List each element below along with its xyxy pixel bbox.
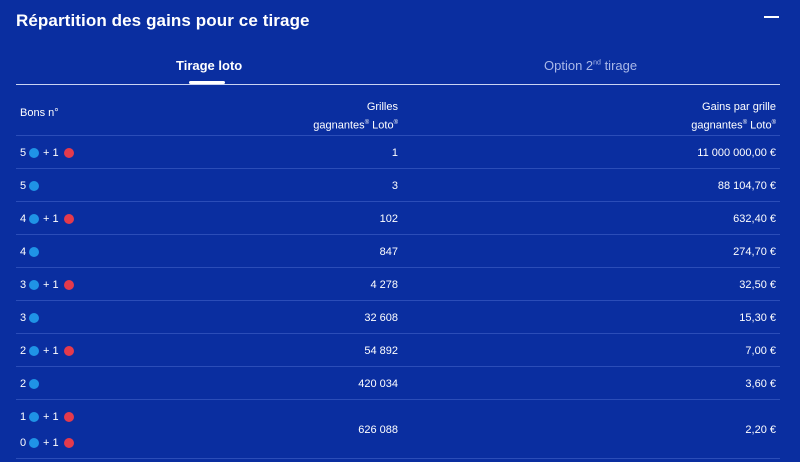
plus-label: + 1 xyxy=(43,147,59,159)
red-ball-icon xyxy=(63,214,74,224)
numbers-count: 5 xyxy=(20,180,27,192)
column-header-gains-line2: gagnantes® Loto® xyxy=(691,115,776,134)
numbers-count: 0 xyxy=(20,437,27,449)
table-row: 2 + 1 54 892 7,00 € xyxy=(16,334,780,367)
gain-per-grid: 32,50 € xyxy=(739,279,776,291)
gain-per-grid: 88 104,70 € xyxy=(717,180,776,192)
winning-combination: 5 xyxy=(20,180,39,192)
blue-ball-icon xyxy=(29,280,39,290)
blue-ball-icon xyxy=(29,148,39,158)
red-ball-icon xyxy=(63,148,74,158)
red-ball-icon xyxy=(63,346,74,356)
numbers-count: 1 xyxy=(20,411,27,423)
tab-option-second-tirage[interactable]: Option 2nd tirage xyxy=(544,58,637,73)
active-tab-indicator xyxy=(189,81,225,84)
numbers-count: 2 xyxy=(20,345,27,357)
blue-ball-icon xyxy=(29,438,39,448)
winning-combination: 3 + 1 xyxy=(20,279,74,291)
table-row: 5 + 1 1 11 000 000,00 € xyxy=(16,136,780,169)
tab-bar: Tirage loto Option 2nd tirage xyxy=(16,50,780,85)
tab-option-superscript: nd xyxy=(593,59,601,67)
plus-label: + 1 xyxy=(43,279,59,291)
blue-ball-icon xyxy=(29,379,39,389)
gain-per-grid: 11 000 000,00 € xyxy=(697,147,776,159)
numbers-count: 3 xyxy=(20,312,27,324)
winning-grids-count: 420 034 xyxy=(358,378,398,390)
winning-grids-count: 3 xyxy=(391,180,398,192)
winning-grids-count: 1 xyxy=(391,147,398,159)
plus-label: + 1 xyxy=(43,437,59,449)
red-ball-icon xyxy=(63,412,74,422)
table-row: 5 3 88 104,70 € xyxy=(16,169,780,202)
table-row: 4 + 1 102 632,40 € xyxy=(16,202,780,235)
winning-combination: 5 + 1 xyxy=(20,147,74,159)
reg-mark: ® xyxy=(364,120,370,126)
column-header-grilles-line2: gagnantes® Loto® xyxy=(313,115,398,134)
gain-per-grid: 7,00 € xyxy=(745,345,776,357)
reg-mark: ® xyxy=(771,120,776,126)
winning-combination: 3 xyxy=(20,312,39,324)
blue-ball-icon xyxy=(29,346,39,356)
numbers-count: 4 xyxy=(20,246,27,258)
table-row: 1 + 1 0 + 1 626 088 2,20 € xyxy=(16,400,780,459)
column-header-bons: Bons n° xyxy=(20,107,59,119)
gain-per-grid: 2,20 € xyxy=(745,424,776,436)
tab-option-label: Option 2 xyxy=(544,58,594,73)
blue-ball-icon xyxy=(29,181,39,191)
winning-grids-count: 847 xyxy=(379,246,398,258)
page-title: Répartition des gains pour ce tirage xyxy=(16,11,310,30)
winning-grids-count: 32 608 xyxy=(364,312,398,324)
gain-per-grid: 15,30 € xyxy=(739,312,776,324)
winning-combination: 1 + 1 xyxy=(20,411,74,423)
collapse-icon[interactable] xyxy=(764,16,779,18)
winning-combination: 4 + 1 xyxy=(20,213,74,225)
winning-combination: 4 xyxy=(20,246,39,258)
plus-label: + 1 xyxy=(43,345,59,357)
table-header: Bons n° Grilles gagnantes® Loto® Gains p… xyxy=(16,85,780,136)
plus-label: + 1 xyxy=(43,411,59,423)
table-row: 3 + 1 4 278 32,50 € xyxy=(16,268,780,301)
red-ball-icon xyxy=(63,280,74,290)
table-row: 4 847 274,70 € xyxy=(16,235,780,268)
blue-ball-icon xyxy=(29,412,39,422)
reg-mark: ® xyxy=(742,120,748,126)
gains-gagnantes-text: gagnantes xyxy=(691,119,743,132)
column-header-grilles: Grilles gagnantes® Loto® xyxy=(313,99,398,134)
table-row: 2 420 034 3,60 € xyxy=(16,367,780,400)
winning-combination: 2 + 1 xyxy=(20,345,74,357)
winning-grids-count: 102 xyxy=(379,213,398,225)
loto-text: Loto xyxy=(369,119,394,132)
table-row: 3 32 608 15,30 € xyxy=(16,301,780,334)
numbers-count: 3 xyxy=(20,279,27,291)
tab-option-label-end: tirage xyxy=(600,58,638,73)
winning-combination: 2 xyxy=(20,378,39,390)
blue-ball-icon xyxy=(29,214,39,224)
winning-combination: 0 + 1 xyxy=(20,437,74,449)
winning-grids-count: 54 892 xyxy=(364,345,398,357)
blue-ball-icon xyxy=(29,247,39,257)
winning-grids-count: 4 278 xyxy=(370,279,398,291)
column-header-grilles-line1: Grilles xyxy=(366,101,398,113)
reg-mark: ® xyxy=(393,120,398,126)
gain-per-grid: 3,60 € xyxy=(745,378,776,390)
tab-tirage-loto[interactable]: Tirage loto xyxy=(176,58,243,73)
red-ball-icon xyxy=(63,438,74,448)
column-header-gains: Gains par grille gagnantes® Loto® xyxy=(691,99,776,134)
blue-ball-icon xyxy=(29,313,39,323)
numbers-count: 4 xyxy=(20,213,27,225)
plus-label: + 1 xyxy=(43,213,59,225)
gain-per-grid: 274,70 € xyxy=(733,246,776,258)
winning-grids-count: 626 088 xyxy=(358,424,398,436)
loto-text: Loto xyxy=(747,119,772,132)
gain-per-grid: 632,40 € xyxy=(733,213,776,225)
column-header-gains-line1: Gains par grille xyxy=(702,101,776,113)
grilles-gagnantes-text: gagnantes xyxy=(313,119,365,132)
numbers-count: 5 xyxy=(20,147,27,159)
numbers-count: 2 xyxy=(20,378,27,390)
